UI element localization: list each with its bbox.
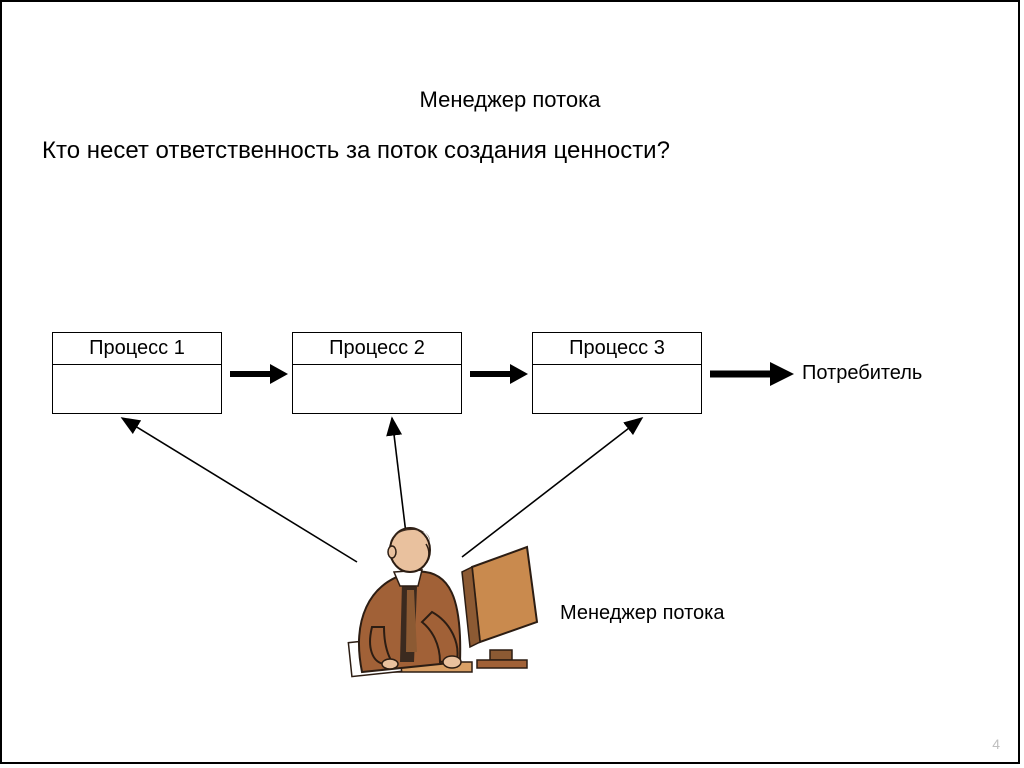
process-box-3: Процесс 3 <box>532 332 702 414</box>
flow-arrow-2 <box>470 364 528 384</box>
manager-illustration <box>348 528 537 677</box>
manager-arrow-3 <box>462 418 642 557</box>
process-box-1-body <box>53 365 221 413</box>
slide-title: Менеджер потока <box>2 87 1018 113</box>
process-box-3-label: Процесс 3 <box>533 333 701 365</box>
process-box-1-label: Процесс 1 <box>53 333 221 365</box>
manager-arrow-2 <box>392 418 407 542</box>
flow-arrow-3 <box>710 362 794 386</box>
page-number: 4 <box>992 736 1000 752</box>
slide-frame: Менеджер потока Кто несет ответственност… <box>0 0 1020 764</box>
process-box-3-body <box>533 365 701 413</box>
process-box-2-body <box>293 365 461 413</box>
flow-arrow-1 <box>230 364 288 384</box>
process-box-2-label: Процесс 2 <box>293 333 461 365</box>
process-box-1: Процесс 1 <box>52 332 222 414</box>
manager-arrow-1 <box>122 418 357 562</box>
consumer-label: Потребитель <box>802 362 922 385</box>
process-box-2: Процесс 2 <box>292 332 462 414</box>
manager-label: Менеджер потока <box>560 602 724 625</box>
slide-subtitle: Кто несет ответственность за поток созда… <box>42 137 670 165</box>
